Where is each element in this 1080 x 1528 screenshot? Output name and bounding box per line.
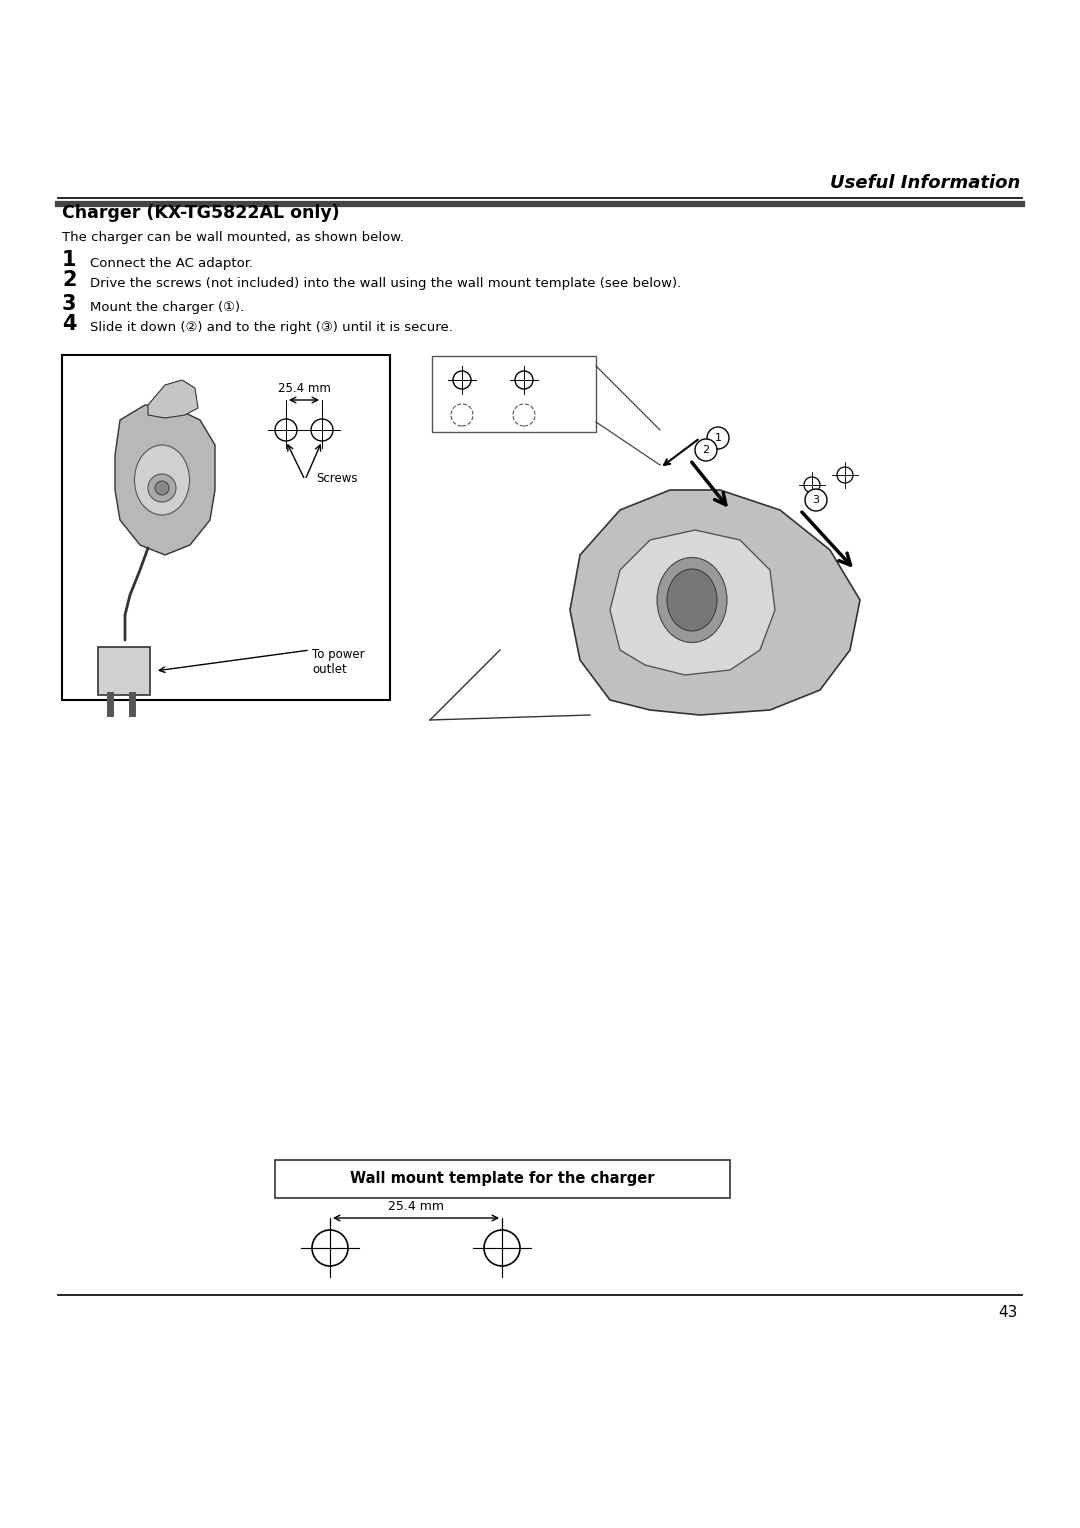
Bar [62, 354, 390, 700]
Polygon shape [148, 380, 198, 419]
Text: 2: 2 [702, 445, 710, 455]
Text: 1: 1 [62, 251, 77, 270]
Ellipse shape [667, 568, 717, 631]
Ellipse shape [135, 445, 189, 515]
Circle shape [805, 489, 827, 510]
Circle shape [148, 474, 176, 503]
Text: 1: 1 [715, 432, 721, 443]
Text: 2: 2 [62, 270, 77, 290]
Circle shape [696, 439, 717, 461]
Circle shape [451, 403, 473, 426]
Circle shape [515, 371, 534, 390]
Circle shape [513, 403, 535, 426]
Polygon shape [570, 490, 860, 715]
Circle shape [311, 419, 333, 442]
Bar [432, 356, 596, 432]
Text: Screws: Screws [316, 472, 357, 484]
Text: Wall mount template for the charger: Wall mount template for the charger [350, 1172, 654, 1187]
Circle shape [453, 371, 471, 390]
Circle shape [837, 468, 853, 483]
Ellipse shape [657, 558, 727, 642]
Circle shape [312, 1230, 348, 1267]
Text: Useful Information: Useful Information [829, 174, 1020, 193]
Text: 25.4 mm: 25.4 mm [278, 382, 330, 396]
Text: 3: 3 [812, 495, 820, 504]
Circle shape [156, 481, 168, 495]
Circle shape [275, 419, 297, 442]
Text: 25.4 mm: 25.4 mm [388, 1199, 444, 1213]
Text: To power
outlet: To power outlet [312, 648, 365, 675]
Polygon shape [610, 530, 775, 675]
Text: Connect the AC adaptor.: Connect the AC adaptor. [90, 257, 253, 270]
Text: 4: 4 [62, 313, 77, 335]
Polygon shape [114, 405, 215, 555]
Circle shape [484, 1230, 519, 1267]
Text: 43: 43 [999, 1305, 1018, 1320]
Text: Drive the screws (not included) into the wall using the wall mount template (see: Drive the screws (not included) into the… [90, 277, 681, 290]
Text: The charger can be wall mounted, as shown below.: The charger can be wall mounted, as show… [62, 231, 404, 244]
Text: Mount the charger (①).: Mount the charger (①). [90, 301, 244, 313]
Circle shape [804, 477, 820, 494]
Text: Charger (KX-TG5822AL only): Charger (KX-TG5822AL only) [62, 205, 339, 222]
Text: Slide it down (②) and to the right (③) until it is secure.: Slide it down (②) and to the right (③) u… [90, 321, 453, 335]
Circle shape [707, 426, 729, 449]
Text: 3: 3 [62, 293, 77, 313]
Bar [98, 646, 150, 695]
Bar [275, 1160, 730, 1198]
